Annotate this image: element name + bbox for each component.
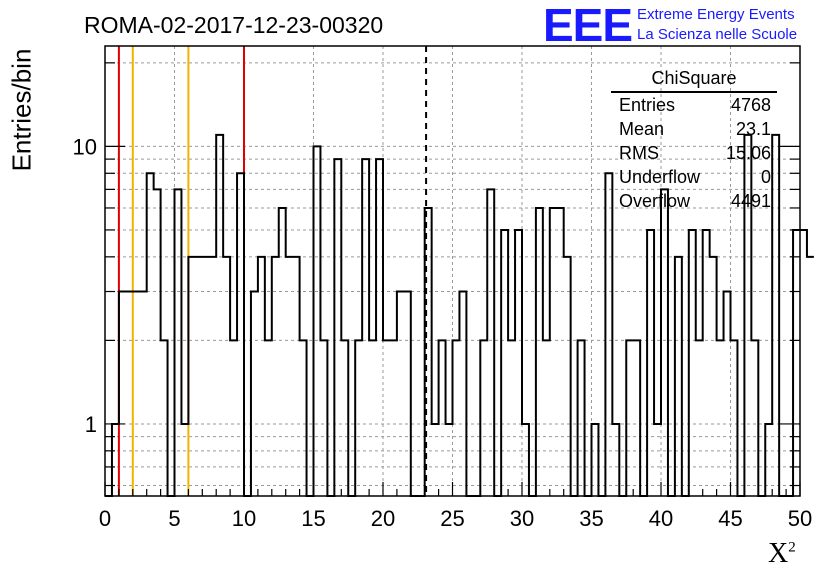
stats-value: 23.1 xyxy=(735,119,771,139)
logo-line-2: La Scienza nelle Scuole xyxy=(637,26,798,43)
stats-value: 4768 xyxy=(730,95,771,115)
x-tick-label: 25 xyxy=(440,506,464,531)
x-tick-label: 0 xyxy=(99,506,111,531)
stats-label: Entries xyxy=(619,95,676,115)
eee-logo: EEE xyxy=(543,0,633,51)
chart-title: ROMA-02-2017-12-23-00320 xyxy=(84,12,384,38)
stats-label: Underflow xyxy=(619,167,701,187)
stats-row-underflow: Underflow 0 xyxy=(611,165,777,189)
stats-row-mean: Mean 23.1 xyxy=(611,117,777,141)
y-axis-label: Entries/bin xyxy=(6,48,37,172)
stats-row-rms: RMS 15.06 xyxy=(611,141,777,165)
x-tick-label: 50 xyxy=(788,506,812,531)
stats-title: ChiSquare xyxy=(611,68,777,93)
grid-lines xyxy=(105,46,800,496)
y-tick-label: 1 xyxy=(85,412,97,437)
stats-label: Mean xyxy=(619,119,665,139)
y-tick-label: 10 xyxy=(73,134,97,159)
x-tick-label: 35 xyxy=(579,506,603,531)
x-tick-label: 45 xyxy=(718,506,742,531)
axis-ticks xyxy=(104,62,801,496)
stats-label: RMS xyxy=(619,143,659,163)
stats-value: 15.06 xyxy=(725,143,771,163)
stats-label: Overflow xyxy=(619,191,691,211)
x-tick-label: 10 xyxy=(232,506,256,531)
stats-box: ChiSquare Entries 4768 Mean 23.1 RMS 15.… xyxy=(611,68,777,213)
x-tick-label: 20 xyxy=(371,506,395,531)
x-tick-label: 30 xyxy=(510,506,534,531)
stats-value: 0 xyxy=(760,167,771,187)
tick-labels: 0 5 10 15 20 25 30 35 40 45 50 1 10 xyxy=(73,134,813,531)
x-tick-label: 5 xyxy=(168,506,180,531)
x-tick-label: 40 xyxy=(649,506,673,531)
x-axis-label: X2 xyxy=(768,538,796,569)
stats-value: 4491 xyxy=(730,191,771,211)
logo-line-1: Extreme Energy Events xyxy=(637,6,795,23)
stats-row-entries: Entries 4768 xyxy=(611,93,777,117)
x-tick-label: 15 xyxy=(301,506,325,531)
stats-row-overflow: Overflow 4491 xyxy=(611,189,777,213)
